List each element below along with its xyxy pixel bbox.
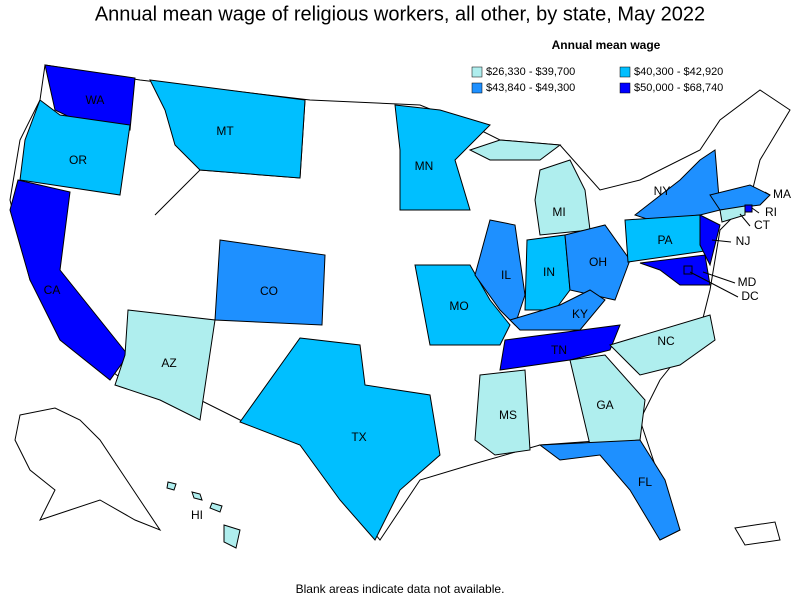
legend-swatch — [471, 82, 483, 94]
state-label: MN — [415, 159, 434, 173]
state-label: HI — [191, 508, 203, 522]
state-label: MI — [552, 205, 565, 219]
state-label: PA — [657, 233, 672, 247]
leader-line — [739, 213, 751, 227]
state — [19, 99, 131, 196]
state — [524, 234, 571, 311]
state — [214, 239, 326, 326]
state-label: NC — [657, 334, 675, 348]
state — [394, 104, 491, 211]
state — [569, 354, 646, 446]
legend-title: Annual mean wage — [552, 38, 661, 52]
puerto-rico — [734, 521, 781, 546]
state — [114, 309, 216, 421]
state — [9, 179, 129, 381]
state-label: AZ — [161, 356, 176, 370]
state — [719, 205, 746, 223]
state — [149, 79, 306, 179]
state — [223, 524, 241, 549]
leader-line — [711, 239, 732, 243]
state-label: FL — [638, 475, 652, 489]
state — [709, 184, 771, 211]
state-label: TN — [551, 343, 567, 357]
state-label: CT — [754, 218, 771, 232]
state — [639, 254, 711, 286]
state — [538, 439, 681, 541]
map-title: Annual mean wage of religious workers, a… — [95, 3, 705, 25]
state-label: IL — [501, 268, 511, 282]
state — [414, 264, 511, 346]
state — [468, 139, 562, 161]
state — [209, 502, 223, 513]
legend-label: $50,000 - $68,740 — [634, 82, 723, 94]
state-label: MD — [738, 275, 757, 289]
legend-label: $40,300 - $42,920 — [634, 66, 723, 78]
state — [191, 491, 203, 501]
state-label: MS — [499, 408, 517, 422]
state — [474, 369, 531, 456]
state — [699, 214, 721, 267]
state-label: NY — [654, 184, 671, 198]
state-label: MO — [449, 299, 468, 313]
state — [499, 324, 621, 371]
state-label: MT — [216, 124, 234, 138]
state-label: OH — [589, 255, 607, 269]
alaska — [14, 407, 162, 532]
state — [609, 314, 716, 376]
state — [239, 337, 441, 541]
state-label: IN — [543, 265, 555, 279]
leader-line — [764, 191, 771, 196]
state-label: RI — [765, 205, 777, 219]
state — [509, 289, 606, 331]
leader-line — [689, 271, 739, 298]
state-label: WA — [86, 93, 105, 107]
state — [564, 224, 631, 301]
state-label: CA — [44, 283, 61, 297]
leader-line — [751, 207, 760, 214]
legend-label: $43,840 - $49,300 — [486, 82, 575, 94]
state-label: KY — [572, 307, 588, 321]
legend-swatch — [471, 66, 483, 78]
legend-swatch — [619, 82, 631, 94]
state-label: NJ — [736, 234, 751, 248]
state-label: DC — [741, 289, 759, 303]
state — [166, 481, 177, 491]
state-label: OR — [69, 153, 87, 167]
state-label: MA — [773, 187, 791, 201]
footnote: Blank areas indicate data not available. — [296, 582, 505, 596]
state — [744, 204, 753, 213]
state-label: GA — [596, 398, 613, 412]
leader-line — [702, 271, 736, 284]
state-label: TX — [351, 430, 366, 444]
legend-swatch — [619, 66, 631, 78]
legend-label: $26,330 - $39,700 — [486, 66, 575, 78]
state-label: CO — [260, 284, 278, 298]
